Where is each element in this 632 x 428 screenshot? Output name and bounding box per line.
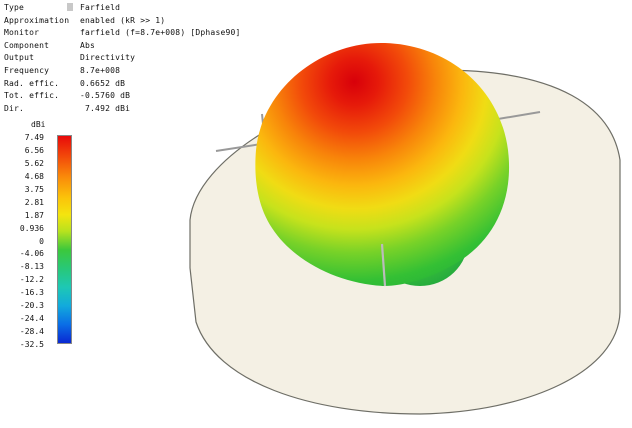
info-key: Frequency: [4, 65, 50, 75]
info-value: Abs: [80, 40, 96, 50]
info-value: Directivity: [80, 53, 136, 63]
info-row-dir: Dir. 7.492 dBi: [4, 103, 241, 116]
farfield-info-panel: Type Farfield Approximation enabled (kR >>…: [4, 2, 241, 115]
axis-tick-right: [491, 111, 541, 121]
info-value: 8.7e+008: [80, 65, 121, 75]
scale-label: 2.81: [24, 197, 44, 207]
scale-label: -28.4: [19, 327, 44, 337]
scale-label: -12.2: [19, 275, 44, 285]
info-key: Monitor: [4, 28, 40, 38]
info-key: Approximation: [4, 15, 70, 25]
scale-label: -24.4: [19, 314, 44, 324]
info-key: Rad. effic.: [4, 78, 60, 88]
info-key: Dir.: [4, 103, 25, 113]
info-value: 0.6652 dB: [80, 78, 126, 88]
scale-label: 5.62: [24, 158, 44, 168]
scale-label: 3.75: [24, 184, 44, 194]
scale-label: 0.936: [19, 223, 44, 233]
info-row-output: Output Directivity: [4, 52, 241, 65]
info-row-tot-effic: Tot. effic. -0.5760 dB: [4, 90, 241, 103]
color-scale-bar: [57, 135, 72, 344]
scale-label: -20.3: [19, 301, 44, 311]
scale-label: -8.13: [19, 262, 44, 272]
info-row-component: Component Abs: [4, 40, 241, 53]
info-key: Tot. effic.: [4, 91, 60, 101]
axis-tick-bottom: [380, 243, 387, 287]
color-scale-labels: 7.49 6.56 5.62 4.68 3.75 2.81 1.87 0.936…: [2, 132, 44, 352]
scale-label: 4.68: [24, 171, 44, 181]
scale-label: -4.06: [19, 249, 44, 259]
info-value: -0.5760 dB: [80, 91, 131, 101]
scale-label: 0: [39, 236, 44, 246]
info-row-frequency: Frequency 8.7e+008: [4, 65, 241, 78]
scale-label: -16.3: [19, 288, 44, 298]
info-key: Output: [4, 53, 35, 63]
info-value: farfield (f=8.7e+008) [Dphase90]: [80, 28, 241, 38]
info-value: Farfield: [80, 3, 121, 12]
info-row-monitor: Monitor farfield (f=8.7e+008) [Dphase90]: [4, 27, 241, 40]
info-row-approximation: Approximation enabled (kR >> 1): [4, 15, 241, 28]
scale-label: -32.5: [19, 340, 44, 349]
info-key: Type: [4, 3, 25, 12]
info-value: enabled (kR >> 1): [80, 15, 166, 25]
info-key: Component: [4, 40, 50, 50]
radiation-pattern-lobe: [255, 42, 510, 287]
scale-label: 6.56: [24, 145, 44, 155]
info-row-type: Type Farfield: [4, 2, 241, 15]
scale-label: 1.87: [24, 210, 44, 220]
info-row-rad-effic: Rad. effic. 0.6652 dB: [4, 78, 241, 91]
legend-unit: dBi: [31, 120, 46, 129]
scale-label: 7.49: [24, 133, 44, 142]
info-value: 7.492 dBi: [80, 103, 131, 113]
selection-marker: [67, 3, 73, 11]
